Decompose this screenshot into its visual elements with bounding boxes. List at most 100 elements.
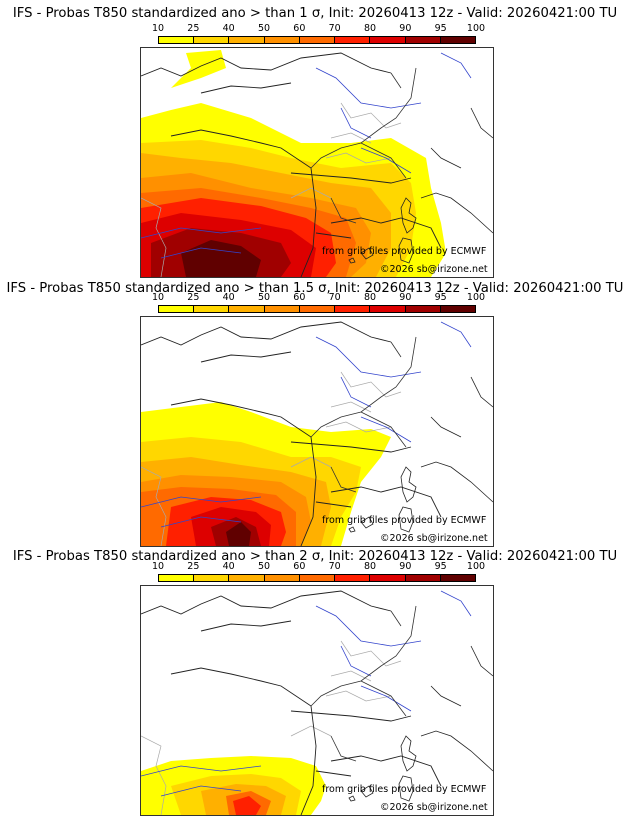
probability-contour: [171, 50, 226, 88]
probability-map-2: [141, 321, 493, 546]
colorbar-tick-label: 100: [466, 292, 486, 303]
colorbar-tick-label: 10: [151, 292, 165, 303]
colorbar-tick-label: 25: [187, 292, 200, 303]
italy-coastline: [420, 107, 493, 234]
colorbar-tick-label: 60: [293, 292, 306, 303]
colorbar-tick-label: 80: [363, 292, 377, 303]
colorbar-tick-label: 70: [328, 292, 341, 303]
panel-1-title: IFS - Probas T850 standardized ano > tha…: [12, 6, 618, 21]
colorbar-tick-label: 25: [187, 561, 200, 572]
colorbar-tick-label: 80: [363, 23, 377, 34]
panel-2-colorbar-ticks: 10 25 40 50 60 70 80 90 95 100: [152, 292, 485, 303]
admin-boundaries: [141, 102, 402, 277]
probability-map-1: [141, 50, 493, 277]
copyright-credit: ©2026 sb@irizone.net: [380, 533, 488, 544]
panel-2-colorbar: [158, 305, 476, 313]
colorbar-segment: [335, 575, 371, 581]
colorbar-segment: [299, 37, 336, 43]
colorbar-segment: [229, 37, 265, 43]
rivers: [141, 321, 472, 528]
islands-outline: [348, 466, 417, 533]
italy-coastline: [420, 645, 493, 772]
colorbar-segment: [194, 575, 230, 581]
colorbar-segment: [159, 306, 195, 312]
colorbar-tick-label: 40: [222, 292, 235, 303]
colorbar-tick-label: 90: [399, 561, 412, 572]
colorbar-segment: [370, 37, 406, 43]
colorbar-segment: [370, 306, 406, 312]
panel-3-map: from grib files provided by ECMWF ©2026 …: [140, 585, 494, 816]
panel-2-title: IFS - Probas T850 standardized ano > tha…: [6, 281, 624, 296]
colorbar-tick-label: 100: [466, 561, 486, 572]
coastline: [141, 52, 442, 277]
colorbar-tick-label: 90: [399, 23, 412, 34]
colorbar-tick-label: 40: [222, 23, 235, 34]
colorbar-tick-label: 100: [466, 23, 486, 34]
country-borders: [310, 67, 417, 224]
panel-3-colorbar-ticks: 10 25 40 50 60 70 80 90 95 100: [152, 561, 485, 572]
colorbar-tick-label: 95: [434, 23, 447, 34]
colorbar-tick-label: 95: [434, 292, 447, 303]
rivers: [141, 590, 472, 797]
colorbar-tick-label: 50: [257, 561, 271, 572]
colorbar-segment: [194, 37, 230, 43]
colorbar-tick-label: 50: [257, 292, 271, 303]
colorbar-tick-label: 95: [434, 561, 447, 572]
colorbar-segment: [335, 37, 371, 43]
colorbar-segment: [264, 306, 300, 312]
colorbar-segment: [194, 306, 230, 312]
probability-contour: [233, 796, 261, 815]
colorbar-segment: [370, 575, 406, 581]
rivers: [141, 52, 472, 259]
colorbar-segment: [159, 37, 195, 43]
panel-1-colorbar: [158, 36, 476, 44]
panel-3-title: IFS - Probas T850 standardized ano > tha…: [12, 549, 618, 564]
colorbar-segment: [440, 37, 475, 43]
country-borders: [310, 336, 417, 493]
colorbar-segment: [405, 306, 441, 312]
panel-2-map: from grib files provided by ECMWF ©2026 …: [140, 316, 494, 547]
panel-3-colorbar: [158, 574, 476, 582]
colorbar-segment: [229, 306, 265, 312]
colorbar-tick-label: 25: [187, 23, 200, 34]
source-credit: from grib files provided by ECMWF: [322, 515, 487, 526]
colorbar-tick-label: 70: [328, 23, 341, 34]
colorbar-segment: [440, 306, 475, 312]
colorbar-tick-label: 40: [222, 561, 235, 572]
coastline: [141, 590, 442, 815]
colorbar-segment: [405, 575, 441, 581]
colorbar-segment: [229, 575, 265, 581]
colorbar-tick-label: 90: [399, 292, 412, 303]
country-borders: [310, 605, 417, 762]
colorbar-segment: [299, 575, 336, 581]
probability-contour: [181, 240, 261, 277]
source-credit: from grib files provided by ECMWF: [322, 784, 487, 795]
italy-coastline: [420, 376, 493, 503]
colorbar-segment: [335, 306, 371, 312]
copyright-credit: ©2026 sb@irizone.net: [380, 802, 488, 813]
colorbar-tick-label: 50: [257, 23, 271, 34]
colorbar-segment: [159, 575, 195, 581]
admin-boundaries: [141, 640, 402, 815]
colorbar-segment: [264, 575, 300, 581]
colorbar-segment: [299, 306, 336, 312]
colorbar-tick-label: 60: [293, 23, 306, 34]
panel-1-colorbar-ticks: 10 25 40 50 60 70 80 90 95 100: [152, 23, 485, 34]
colorbar-tick-label: 70: [328, 561, 341, 572]
source-credit: from grib files provided by ECMWF: [322, 246, 487, 257]
probability-map-3: [141, 590, 493, 815]
colorbar-tick-label: 80: [363, 561, 377, 572]
colorbar-tick-label: 10: [151, 561, 165, 572]
coastline: [141, 321, 442, 546]
panel-1-map: from grib files provided by ECMWF ©2026 …: [140, 47, 494, 278]
islands-outline: [348, 735, 417, 802]
islands-outline: [348, 197, 417, 264]
colorbar-segment: [405, 37, 441, 43]
copyright-credit: ©2026 sb@irizone.net: [380, 264, 488, 275]
colorbar-segment: [440, 575, 475, 581]
admin-boundaries: [141, 371, 402, 546]
colorbar-segment: [264, 37, 300, 43]
colorbar-tick-label: 10: [151, 23, 165, 34]
colorbar-tick-label: 60: [293, 561, 306, 572]
probability-contour: [226, 522, 251, 546]
